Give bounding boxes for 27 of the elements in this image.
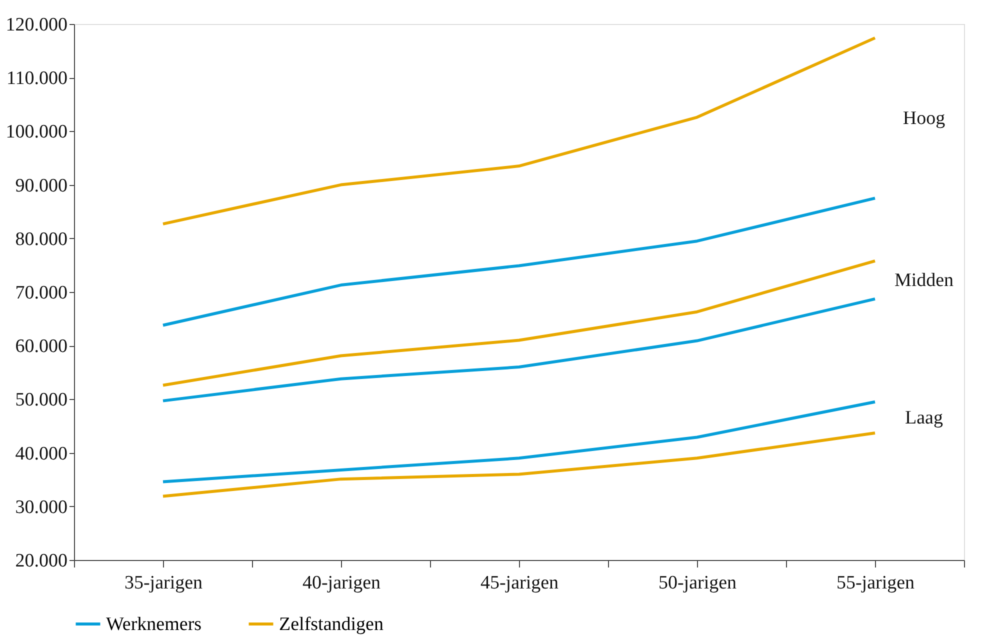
annotation: Laag bbox=[905, 407, 944, 428]
x-tick-label: 50-jarigen bbox=[658, 572, 738, 594]
y-tick-label: 100.000 bbox=[6, 122, 68, 143]
legend-label: Werknemers bbox=[106, 614, 202, 635]
x-tick-label: 35-jarigen bbox=[124, 572, 204, 594]
y-tick-label: 90.000 bbox=[15, 175, 68, 196]
legend-label: Zelfstandigen bbox=[279, 614, 384, 635]
annotation: Hoog bbox=[902, 108, 946, 130]
y-tick-label: 50.000 bbox=[15, 390, 68, 411]
y-tick-label: 120.000 bbox=[6, 14, 68, 36]
y-tick-label: 70.000 bbox=[15, 282, 68, 304]
y-tick-label: 20.000 bbox=[15, 550, 68, 572]
y-tick-label: 30.000 bbox=[15, 496, 68, 518]
line-series bbox=[162, 400, 876, 484]
y-tick-label: 60.000 bbox=[15, 336, 68, 358]
y-tick-label: 80.000 bbox=[15, 228, 68, 250]
line-series bbox=[162, 36, 876, 226]
line-series bbox=[162, 196, 876, 327]
x-tick-label: 45-jarigen bbox=[480, 572, 560, 594]
line-series bbox=[162, 297, 876, 402]
line-series bbox=[162, 259, 876, 387]
x-tick-label: 55-jarigen bbox=[836, 572, 916, 594]
line-series bbox=[162, 431, 876, 498]
x-tick-label: 40-jarigen bbox=[302, 572, 382, 594]
annotation: Midden bbox=[894, 270, 954, 291]
y-tick-label: 40.000 bbox=[15, 443, 68, 464]
y-tick-label: 110.000 bbox=[6, 68, 68, 90]
